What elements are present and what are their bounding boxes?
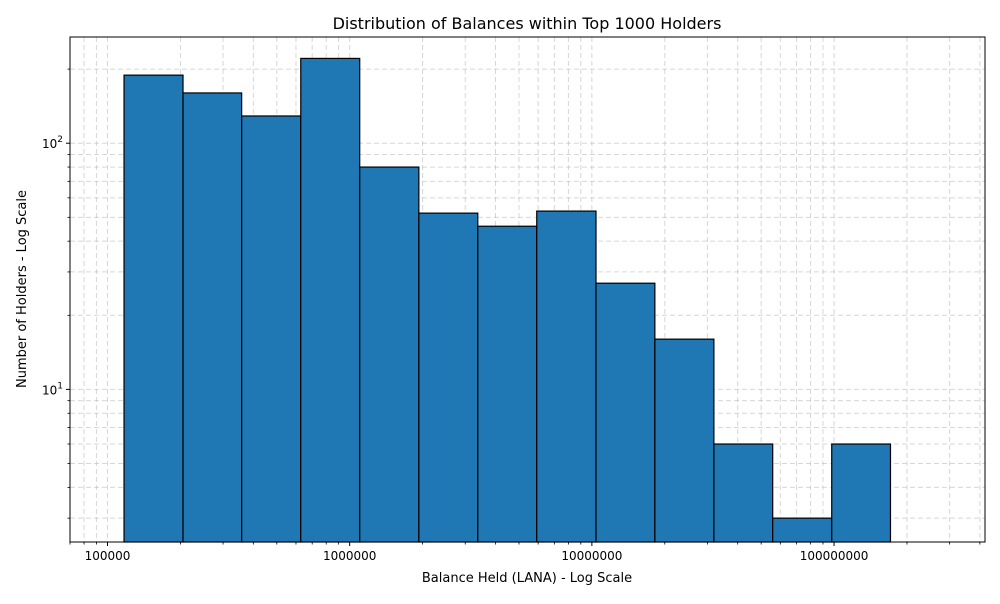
histogram-bar <box>241 115 302 543</box>
x-tick-label: 100000 <box>85 549 131 563</box>
x-axis-label: Balance Held (LANA) - Log Scale <box>422 571 632 586</box>
histogram-bar <box>123 74 184 543</box>
chart-title: Distribution of Balances within Top 1000… <box>333 14 722 33</box>
histogram-bar <box>595 282 656 543</box>
histogram-bar <box>713 443 774 543</box>
histogram-bar <box>772 517 833 543</box>
histogram-bar <box>536 210 597 543</box>
histogram-bar <box>477 225 538 543</box>
histogram-bar <box>300 57 361 543</box>
histogram-bar <box>418 212 479 543</box>
y-axis-label: Number of Holders - Log Scale <box>15 190 30 388</box>
x-tick-label: 1000000 <box>323 549 376 563</box>
histogram-bar <box>359 166 420 543</box>
histogram-bar <box>831 443 892 543</box>
axis-ticks: 100000 1000000 10000000 100000000 101 102 <box>42 68 981 563</box>
plot-frame <box>69 36 986 543</box>
y-tick-label: 101 <box>42 381 63 397</box>
histogram-bar <box>182 92 243 543</box>
x-tick-label: 100000000 <box>800 549 869 563</box>
histogram-bar <box>654 338 715 543</box>
bars <box>123 57 892 543</box>
x-tick-label: 10000000 <box>561 549 622 563</box>
y-tick-label: 102 <box>42 135 63 151</box>
